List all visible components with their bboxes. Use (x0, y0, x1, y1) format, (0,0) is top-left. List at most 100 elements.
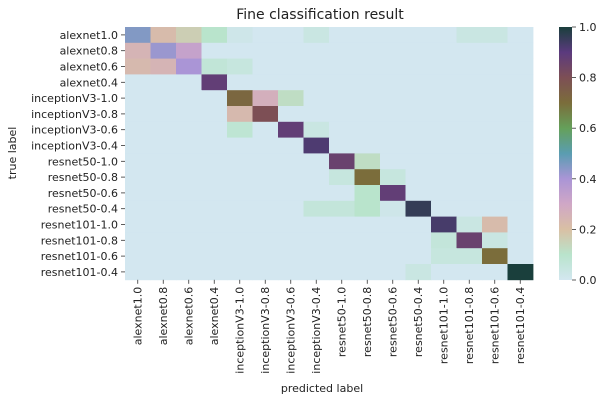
column-label: inceptionV3-1.0 (234, 287, 247, 374)
heatmap-cell (303, 137, 330, 154)
heatmap-cell (431, 74, 457, 91)
heatmap-cell (354, 27, 381, 44)
heatmap-cell (329, 90, 355, 107)
heatmap-cell (150, 90, 177, 107)
heatmap-cell (150, 106, 177, 123)
heatmap-cell (227, 216, 253, 233)
heatmap-cell (405, 42, 432, 59)
heatmap-cell (329, 42, 355, 59)
heatmap-cell (507, 232, 534, 249)
heatmap-cell (456, 137, 483, 154)
row-label: resnet101-0.4 (41, 266, 118, 279)
heatmap-cell (201, 27, 228, 44)
heatmap-cell (201, 232, 228, 249)
colorbar (559, 27, 572, 280)
heatmap-cell (482, 216, 508, 233)
heatmap-cell (405, 153, 432, 170)
heatmap-cell (456, 90, 483, 107)
heatmap-cell (150, 185, 177, 202)
heatmap-cell (176, 90, 202, 107)
heatmap-cell (303, 121, 330, 138)
colorbar-ticks: 0.0 0.2 0.4 0.6 0.8 1.0 (572, 21, 597, 287)
heatmap-cell (405, 121, 432, 138)
heatmap-cell (278, 185, 304, 202)
heatmap-cell (380, 169, 406, 186)
heatmap-cell (176, 248, 202, 265)
heatmap-cell (252, 106, 279, 123)
heatmap-cell (482, 153, 508, 170)
heatmap-cell (201, 200, 228, 217)
colorbar-tick-label: 1.0 (579, 21, 597, 34)
heatmap-cell (380, 264, 406, 281)
heatmap-cell (150, 121, 177, 138)
heatmap-cell (125, 200, 151, 217)
heatmap-cell (329, 264, 355, 281)
heatmap-cell (507, 200, 534, 217)
column-label: resnet101-1.0 (438, 287, 451, 364)
heatmap-cell (201, 169, 228, 186)
heatmap-cell (227, 264, 253, 281)
heatmap-cell (405, 27, 432, 44)
heatmap-cell (252, 74, 279, 91)
heatmap-cell (176, 137, 202, 154)
heatmap-cell (201, 185, 228, 202)
heatmap-cell (405, 264, 432, 281)
heatmap-cell (456, 169, 483, 186)
heatmap-cell (150, 27, 177, 44)
heatmap-cell (507, 90, 534, 107)
heatmap-cell (227, 27, 253, 44)
heatmap-cell (252, 137, 279, 154)
heatmap-cell (354, 200, 381, 217)
heatmap-cell (227, 248, 253, 265)
heatmap-cell (456, 27, 483, 44)
heatmap-cell (125, 106, 151, 123)
column-label: inceptionV3-0.6 (285, 287, 298, 374)
heatmap-cell (507, 264, 534, 281)
heatmap-cell (507, 58, 534, 75)
heatmap-cell (329, 58, 355, 75)
heatmap-cell (482, 106, 508, 123)
row-label: alexnet0.4 (60, 76, 118, 89)
row-label: inceptionV3-0.4 (31, 140, 118, 153)
heatmap-cell (201, 248, 228, 265)
column-label: alexnet1.0 (132, 287, 145, 345)
heatmap-cell (303, 27, 330, 44)
heatmap-cell (456, 185, 483, 202)
heatmap-cell (380, 90, 406, 107)
heatmap-cell (431, 27, 457, 44)
heatmap-cell (227, 42, 253, 59)
heatmap-cell (354, 58, 381, 75)
heatmap-cell (125, 185, 151, 202)
heatmap-cell (227, 200, 253, 217)
heatmap-cell (303, 90, 330, 107)
heatmap-cell (482, 42, 508, 59)
heatmap-cell (354, 137, 381, 154)
heatmap-cell (201, 264, 228, 281)
heatmap-cell (201, 42, 228, 59)
heatmap-cell (150, 42, 177, 59)
heatmap-cell (227, 232, 253, 249)
heatmap-cell (303, 74, 330, 91)
heatmap-cell (354, 216, 381, 233)
heatmap-cell (125, 74, 151, 91)
heatmap-cell (431, 169, 457, 186)
heatmap-cell (482, 200, 508, 217)
heatmap-cell (227, 153, 253, 170)
heatmap-cell (252, 232, 279, 249)
heatmap-cell (252, 27, 279, 44)
colorbar-tick-label: 0.8 (579, 72, 597, 85)
heatmap-cell (125, 137, 151, 154)
heatmap-cell (507, 185, 534, 202)
heatmap-cell (431, 264, 457, 281)
heatmap-cell (329, 121, 355, 138)
row-label: inceptionV3-0.8 (31, 108, 118, 121)
heatmap-cell (431, 106, 457, 123)
heatmap-cell (482, 74, 508, 91)
x-axis-label: predicted label (281, 382, 363, 395)
heatmap-cell (405, 90, 432, 107)
heatmap-cell (303, 106, 330, 123)
heatmap-cell (380, 27, 406, 44)
heatmap-cell (201, 106, 228, 123)
heatmap-cell (252, 153, 279, 170)
heatmap-cell (329, 200, 355, 217)
